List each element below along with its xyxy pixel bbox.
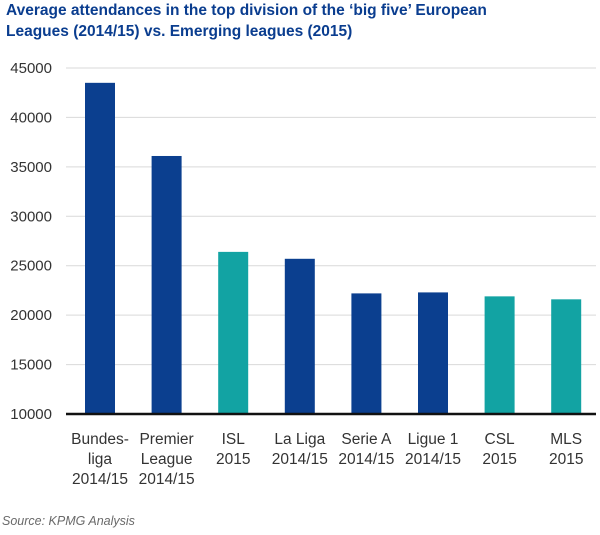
bar (218, 251, 249, 414)
x-category-label: Bundes- (71, 431, 129, 448)
bar (484, 296, 515, 414)
x-category-label: League (141, 451, 193, 468)
y-tick-label: 35000 (10, 159, 52, 176)
chart-title-line-1: Average attendances in the top division … (6, 2, 487, 19)
y-tick-label: 25000 (10, 258, 52, 275)
x-category-label: Premier (139, 431, 193, 448)
y-tick-label: 40000 (10, 109, 52, 126)
x-category-label: 2014/15 (72, 471, 128, 488)
chart-title-line-2: Leagues (2014/15) vs. Emerging leagues (… (6, 23, 353, 40)
y-tick-label: 15000 (10, 357, 52, 374)
bar (418, 292, 448, 414)
y-tick-label: 45000 (10, 60, 52, 77)
x-category-label: 2015 (216, 451, 250, 468)
y-tick-label: 20000 (10, 307, 52, 324)
y-axis-tick-labels: 10000 15000 20000 25000 30000 35000 40000 45000 (10, 60, 52, 423)
x-category-label: MLS (550, 431, 582, 448)
x-category-label: liga (88, 451, 113, 468)
x-axis-category-labels: Bundes-liga 2014/15 Premier League 2014/15 IS… (71, 431, 583, 488)
x-category-label: 2014/15 (272, 451, 328, 468)
bar (551, 299, 582, 414)
chart-title: Average attendances in the top division … (6, 0, 596, 42)
source-note: Source: KPMG Analysis (2, 514, 135, 528)
x-category-label: 2014/15 (338, 451, 394, 468)
x-category-label: Ligue 1 (408, 431, 459, 448)
y-tick-label: 30000 (10, 208, 52, 225)
bar (85, 82, 115, 414)
x-category-label: 2014/15 (139, 471, 195, 488)
x-category-label: 2015 (549, 451, 583, 468)
x-category-label: ISL (222, 431, 246, 448)
bar (351, 293, 382, 414)
x-category-label: 2014/15 (405, 451, 461, 468)
x-category-label: Serie A (341, 431, 392, 448)
gridlines (66, 67, 596, 366)
bar (151, 155, 182, 415)
x-category-label: CSL (485, 431, 516, 448)
bars (85, 82, 582, 415)
bar (284, 258, 315, 414)
x-category-label: 2015 (482, 451, 516, 468)
x-category-label: La Liga (274, 431, 325, 448)
y-tick-label: 10000 (10, 406, 52, 423)
